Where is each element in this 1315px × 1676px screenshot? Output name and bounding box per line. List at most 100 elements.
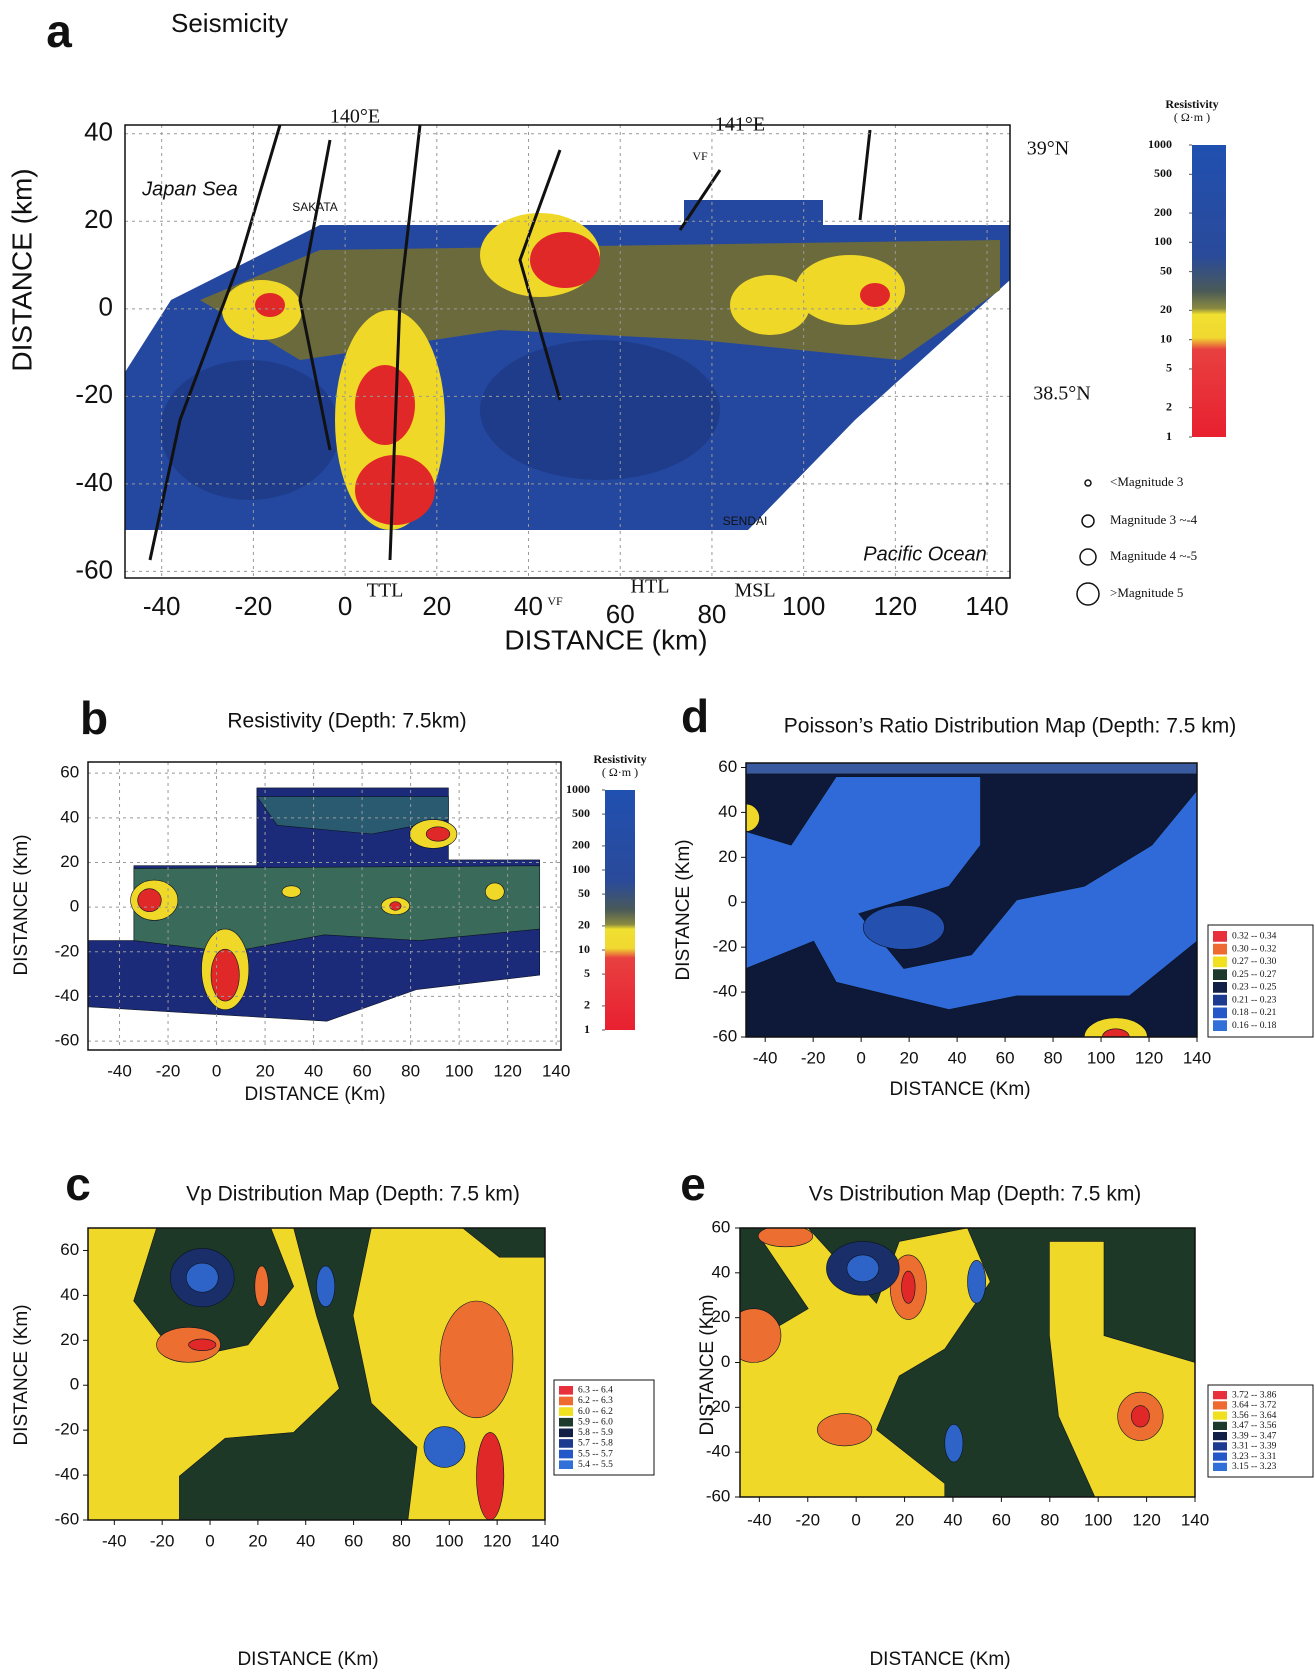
y-tick-label: -40	[706, 1442, 731, 1461]
field	[88, 762, 561, 1050]
panel-letter: b	[80, 692, 108, 744]
legend-label: 0.18 -- 0.21	[1232, 1008, 1277, 1018]
y-tick-label: -60	[75, 554, 113, 584]
y-tick-label: -60	[55, 1031, 80, 1050]
legend-label: 0.21 -- 0.23	[1232, 995, 1277, 1005]
y-tick-label: -40	[55, 1465, 80, 1484]
colorbar-tick-label: 200	[572, 838, 590, 852]
legend-label: 0.32 -- 0.34	[1232, 932, 1277, 942]
panel-letter: a	[46, 5, 72, 57]
x-tick-label: 20	[256, 1061, 275, 1080]
x-tick-label: 100	[1084, 1510, 1112, 1529]
colorbar-tick-label: 500	[1154, 166, 1172, 180]
y-tick-label: -40	[75, 467, 113, 497]
x-axis-label: DISTANCE (Km)	[237, 1649, 378, 1670]
x-tick-label: 80	[1044, 1048, 1063, 1067]
field-patch	[255, 293, 285, 317]
legend-label: 0.23 -- 0.25	[1232, 983, 1277, 993]
colorbar-tick-label: 10	[1160, 331, 1172, 345]
field-patch	[1131, 1406, 1149, 1428]
field-patch	[726, 1309, 781, 1363]
y-tick-label: 40	[84, 117, 113, 147]
y-tick-label: 40	[718, 802, 737, 821]
map-annotation: 140°E	[330, 106, 380, 128]
legend-swatch	[559, 1439, 573, 1448]
x-axis-label: DISTANCE (Km)	[889, 1079, 1030, 1100]
legend-swatch	[1213, 931, 1227, 942]
x-tick-label: 0	[856, 1048, 865, 1067]
y-tick-label: -20	[55, 1420, 80, 1439]
map-annotation: Pacific Ocean	[863, 543, 986, 565]
legend-swatch	[1213, 1442, 1227, 1450]
x-tick-label: 140	[1181, 1510, 1209, 1529]
y-tick-label: 60	[718, 757, 737, 776]
field-patch	[847, 1255, 879, 1282]
legend-label: 6.0 -- 6.2	[578, 1407, 613, 1417]
y-axis-label: DISTANCE (Km)	[697, 1294, 718, 1435]
legend-label: 0.27 -- 0.30	[1232, 957, 1277, 967]
field-patch	[863, 905, 944, 949]
y-tick-label: 60	[711, 1217, 730, 1236]
panel-letter: d	[681, 690, 709, 742]
field-patch	[530, 232, 600, 288]
y-tick-label: 0	[99, 292, 113, 322]
field-patch	[282, 886, 301, 898]
panel-letter: e	[680, 1158, 706, 1210]
x-tick-label: -40	[753, 1048, 778, 1067]
colorbar-tick-label: 20	[578, 918, 590, 932]
x-tick-label: 40	[304, 1061, 323, 1080]
x-tick-label: -20	[795, 1510, 820, 1529]
legend-label: 0.16 -- 0.18	[1232, 1021, 1277, 1031]
field-patch	[355, 365, 415, 445]
colorbar-title: Resistivity	[1165, 97, 1218, 111]
y-tick-label: 40	[711, 1262, 730, 1281]
colorbar-tick-label: 2	[1166, 399, 1172, 413]
x-tick-label: 20	[900, 1048, 919, 1067]
legend-swatch	[1213, 1432, 1227, 1440]
legend-label: 0.30 -- 0.32	[1232, 944, 1277, 954]
y-tick-label: 0	[70, 897, 79, 916]
field	[88, 1228, 545, 1520]
x-tick-label: -20	[235, 591, 273, 621]
colorbar-tick-label: 1	[1166, 429, 1172, 443]
legend-swatch	[559, 1397, 573, 1406]
field-patch	[902, 1271, 916, 1303]
colorbar-tick-label: 50	[1160, 263, 1172, 277]
legend-swatch	[1213, 944, 1227, 955]
legend-label: 5.8 -- 5.9	[578, 1428, 613, 1438]
field-patch	[160, 360, 340, 500]
colorbar-unit: ( Ω·m )	[602, 765, 638, 779]
y-tick-label: 0	[721, 1352, 730, 1371]
y-tick-label: 20	[84, 204, 113, 234]
x-tick-label: -40	[143, 591, 181, 621]
legend-swatch	[559, 1386, 573, 1395]
legend-label: 3.31 -- 3.39	[1232, 1442, 1277, 1452]
legend-swatch	[1213, 1020, 1227, 1031]
field-patch	[746, 763, 1197, 774]
field-patch	[255, 1266, 269, 1307]
map-annotation: 141°E	[715, 114, 765, 136]
y-axis-label: DISTANCE (Km)	[673, 839, 694, 980]
x-tick-label: 120	[1135, 1048, 1163, 1067]
y-tick-label: -60	[713, 1026, 738, 1045]
x-tick-label: -20	[801, 1048, 826, 1067]
x-tick-label: 140	[531, 1531, 559, 1550]
legend-label: 5.9 -- 6.0	[578, 1417, 613, 1427]
x-tick-label: 20	[248, 1531, 267, 1550]
x-tick-label: 120	[874, 591, 917, 621]
panel-title: Poisson’s Ratio Distribution Map (Depth:…	[784, 715, 1236, 738]
map-annotation: 38.5°N	[1033, 383, 1090, 405]
y-axis-label: DISTANCE (km)	[6, 168, 37, 371]
x-tick-label: 20	[422, 591, 451, 621]
x-tick-label: 140	[965, 591, 1008, 621]
x-tick-label: 20	[895, 1510, 914, 1529]
y-tick-label: -60	[706, 1486, 731, 1505]
field-patch	[817, 1414, 872, 1446]
legend-label: 3.47 -- 3.56	[1232, 1421, 1277, 1431]
colorbar-tick-label: 10	[578, 942, 590, 956]
colorbar	[1192, 145, 1226, 437]
map-annotation: SAKATA	[292, 200, 338, 214]
field	[732, 763, 1197, 1056]
colorbar-tick-label: 200	[1154, 205, 1172, 219]
colorbar-tick-label: 5	[1166, 361, 1172, 375]
